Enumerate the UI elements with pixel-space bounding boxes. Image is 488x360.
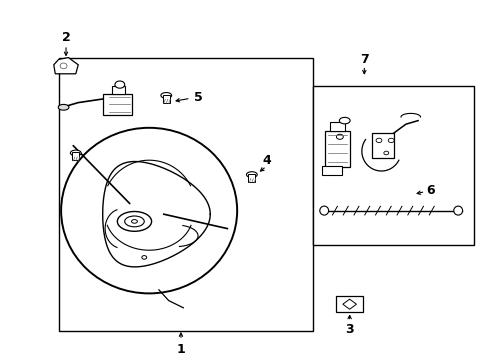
Bar [329,122,344,131]
Ellipse shape [339,117,349,124]
Ellipse shape [117,211,151,231]
Text: 4: 4 [262,154,270,167]
Bar [371,133,393,158]
Bar [112,86,124,94]
Ellipse shape [383,151,388,155]
Text: 6: 6 [425,184,434,197]
Ellipse shape [387,138,393,143]
Polygon shape [54,58,78,74]
Text: 7: 7 [359,53,368,66]
Ellipse shape [142,256,146,259]
Bar [335,296,363,312]
Ellipse shape [319,206,328,215]
Ellipse shape [161,93,171,98]
Bar [312,86,473,245]
Bar [321,166,342,175]
Text: 3: 3 [345,323,353,336]
Bar [248,174,255,182]
Bar [163,95,169,103]
Ellipse shape [61,128,237,293]
Polygon shape [342,299,356,309]
Ellipse shape [60,63,67,69]
Text: 2: 2 [61,31,70,44]
Bar [72,152,79,160]
Ellipse shape [124,216,144,227]
Bar [59,58,312,331]
Ellipse shape [131,220,137,223]
Ellipse shape [58,104,69,110]
Ellipse shape [115,81,124,88]
Ellipse shape [375,138,381,143]
Text: 1: 1 [176,343,185,356]
Ellipse shape [246,172,257,177]
Bar [325,131,349,167]
Bar [102,94,132,115]
Text: 5: 5 [193,91,202,104]
Ellipse shape [336,134,343,139]
Ellipse shape [453,206,462,215]
Ellipse shape [70,150,81,156]
